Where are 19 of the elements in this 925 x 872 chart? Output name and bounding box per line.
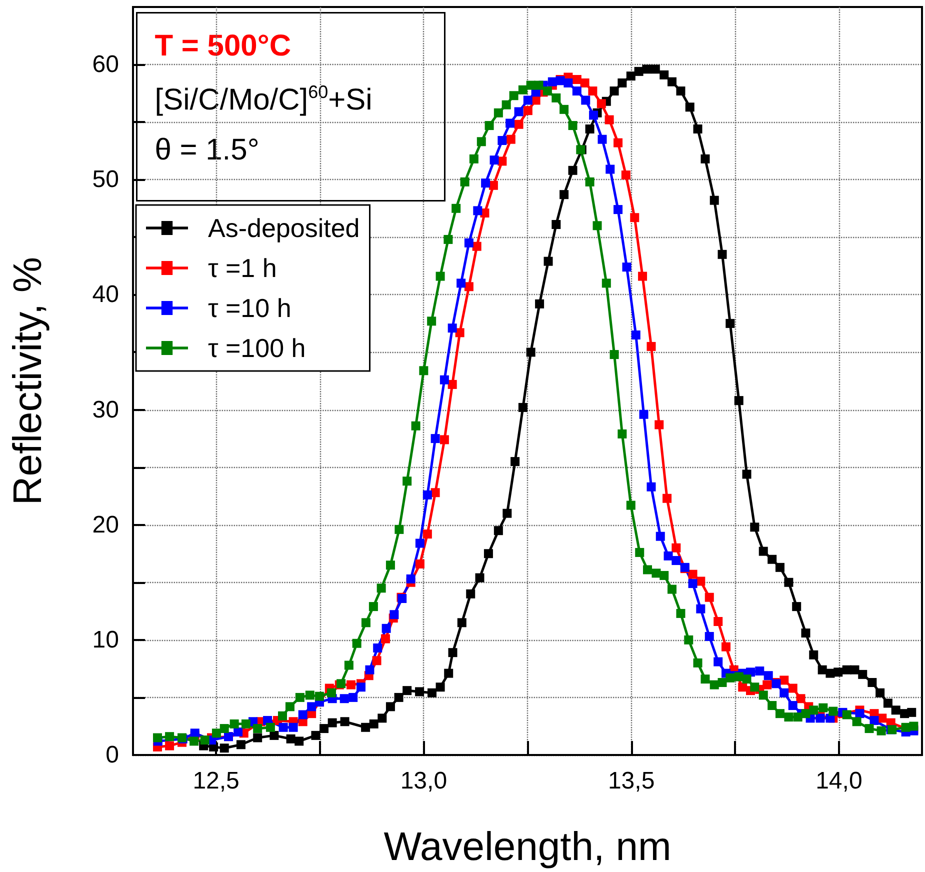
legend-label: τ =1 h xyxy=(208,253,277,283)
annotation: T = 500°C xyxy=(154,29,291,62)
y-tick-label: 50 xyxy=(92,166,119,194)
x-tick-label: 13,5 xyxy=(608,768,655,794)
y-axis-title: Reflectivity, % xyxy=(6,256,50,506)
x-tick-label: 14,0 xyxy=(816,768,862,794)
x-tick-label: 12,5 xyxy=(192,768,240,794)
y-tick-label: 60 xyxy=(92,51,119,78)
x-tick-label: 13,0 xyxy=(400,768,448,794)
y-tick-label: 20 xyxy=(92,511,119,538)
y-tick-label: 0 xyxy=(106,742,119,768)
annotation: θ = 1.5° xyxy=(154,133,260,166)
legend-label: τ =100 h xyxy=(208,333,306,363)
x-axis-title: Wavelength, nm xyxy=(384,825,672,869)
legend-label: As-deposited xyxy=(208,213,360,243)
y-tick-label: 40 xyxy=(92,281,119,308)
legend-label: τ =10 h xyxy=(208,293,292,323)
y-tick-label: 30 xyxy=(92,396,119,424)
y-tick-label: 10 xyxy=(92,626,119,654)
